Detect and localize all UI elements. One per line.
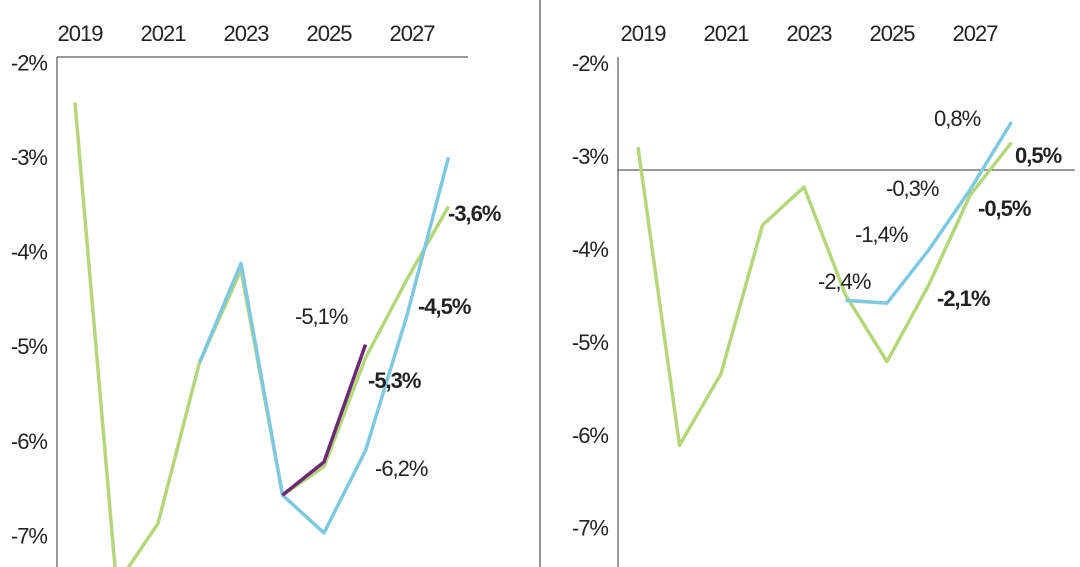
x-tick-label: 2027 <box>953 21 999 46</box>
annotation: 0,8% <box>934 106 981 131</box>
x-tick-label: 2021 <box>704 21 750 46</box>
line-series <box>636 141 1013 448</box>
x-tick-label: 2019 <box>621 21 667 46</box>
y-tick-label: -7% <box>572 516 609 541</box>
y-tick-label: -6% <box>11 429 48 454</box>
x-tick-label: 2027 <box>390 21 436 46</box>
y-tick-label: -2% <box>11 50 48 75</box>
annotation: -6,2% <box>375 456 428 481</box>
x-tick-label: 2025 <box>870 21 916 46</box>
x-tick-label: 2023 <box>787 21 833 46</box>
annotation: -0,5% <box>978 196 1031 221</box>
y-tick-label: -6% <box>572 423 609 448</box>
x-tick-label: 2021 <box>141 21 187 46</box>
x-tick-label: 2025 <box>307 21 353 46</box>
annotation: -2,4% <box>818 269 871 294</box>
annotation: -5,1% <box>295 304 348 329</box>
annotation: -0,3% <box>886 176 939 201</box>
y-tick-label: -2% <box>572 51 609 76</box>
y-tick-label: -5% <box>11 334 48 359</box>
y-tick-label: -4% <box>11 240 48 265</box>
y-tick-label: -7% <box>11 523 48 548</box>
annotation: -5,3% <box>368 368 421 393</box>
annotation: -4,5% <box>418 294 471 319</box>
y-tick-label: -5% <box>572 330 609 355</box>
x-tick-label: 2023 <box>224 21 270 46</box>
annotation: 0,5% <box>1015 143 1062 168</box>
x-tick-label: 2019 <box>58 21 104 46</box>
annotation: -2,1% <box>937 286 990 311</box>
line-series <box>73 102 451 567</box>
line-series <box>845 121 1013 305</box>
line-series <box>281 344 368 497</box>
line-series <box>197 156 451 535</box>
annotation: -3,6% <box>448 201 501 226</box>
y-tick-label: -3% <box>11 145 48 170</box>
y-tick-label: -3% <box>572 144 609 169</box>
y-tick-label: -4% <box>572 237 609 262</box>
annotation: -1,4% <box>855 222 908 247</box>
